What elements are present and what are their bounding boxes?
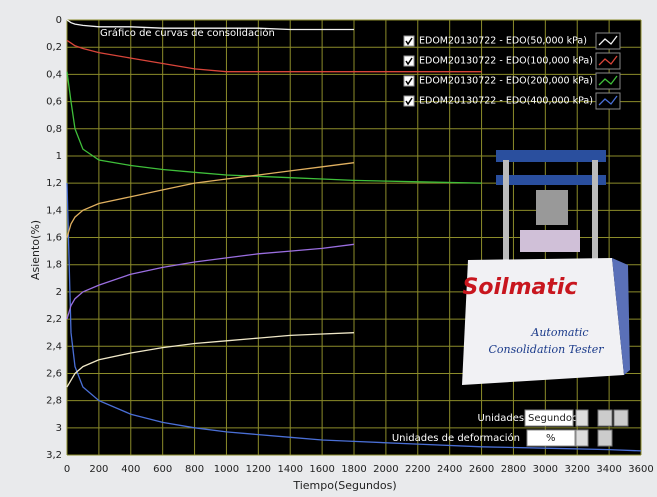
y-tick-label: 3,2 bbox=[46, 450, 62, 461]
y-tick-label: 2,6 bbox=[46, 368, 62, 379]
y-tick-label: 1,4 bbox=[46, 205, 62, 216]
x-tick-label: 3200 bbox=[564, 464, 589, 475]
chart: Gráfico de curvas de consolidación Tiemp… bbox=[0, 0, 657, 497]
legend-checkbox[interactable] bbox=[404, 96, 414, 106]
y-tick-label: 0,2 bbox=[46, 42, 62, 53]
x-tick-label: 800 bbox=[185, 464, 204, 475]
x-tick-label: 1600 bbox=[309, 464, 334, 475]
y-axis-label: Asiento(%) bbox=[29, 220, 42, 280]
y-tick-label: 1,2 bbox=[46, 178, 62, 189]
x-tick-label: 1800 bbox=[341, 464, 366, 475]
x-tick-label: 3400 bbox=[596, 464, 621, 475]
legend-label: EDOM20130722 - EDO(100,000 kPa) bbox=[419, 56, 593, 67]
y-tick-label: 1,8 bbox=[46, 260, 62, 271]
y-tick-label: 2,4 bbox=[46, 341, 62, 352]
dropdown-button[interactable] bbox=[576, 430, 588, 446]
y-tick-label: 0 bbox=[56, 15, 62, 26]
legend-label: EDOM20130722 - EDO(200,000 kPa) bbox=[419, 76, 593, 87]
page: {"chart_data":{"type":"line","title":"Gr… bbox=[0, 0, 657, 497]
x-tick-label: 600 bbox=[153, 464, 172, 475]
y-tick-label: 1,6 bbox=[46, 233, 62, 244]
brand: Soilmatic bbox=[463, 275, 578, 300]
x-tick-label: 1400 bbox=[277, 464, 302, 475]
x-axis-label: Tiempo(Segundos) bbox=[292, 479, 396, 492]
x-tick-label: 2200 bbox=[405, 464, 430, 475]
x-tick-label: 0 bbox=[64, 464, 70, 475]
legend-label: EDOM20130722 - EDO(50,000 kPa) bbox=[419, 36, 587, 47]
x-tick-label: 1000 bbox=[214, 464, 239, 475]
select-value: % bbox=[546, 433, 556, 444]
x-tick-label: 2000 bbox=[373, 464, 398, 475]
x-tick-label: 3600 bbox=[628, 464, 653, 475]
y-tick-label: 0,6 bbox=[46, 97, 62, 108]
x-tick-label: 2800 bbox=[501, 464, 526, 475]
legend-checkbox[interactable] bbox=[404, 36, 414, 46]
dropdown-button[interactable] bbox=[576, 410, 588, 426]
x-tick-label: 1200 bbox=[246, 464, 271, 475]
x-tick-label: 400 bbox=[121, 464, 140, 475]
y-tick-label: 2,2 bbox=[46, 314, 62, 325]
x-tick-label: 3000 bbox=[533, 464, 558, 475]
legend-checkbox[interactable] bbox=[404, 76, 414, 86]
x-tick-label: 200 bbox=[89, 464, 108, 475]
control-label: Unidades de deformación bbox=[392, 432, 520, 444]
y-tick-label: 1 bbox=[56, 151, 62, 162]
y-tick-label: 0,4 bbox=[46, 69, 62, 80]
y-tick-label: 3 bbox=[56, 423, 62, 434]
legend-label: EDOM20130722 - EDO(400,000 kPa) bbox=[419, 96, 593, 107]
legend-checkbox[interactable] bbox=[404, 56, 414, 66]
y-tick-label: 2,8 bbox=[46, 396, 62, 407]
chart-title: Gráfico de curvas de consolidación bbox=[100, 27, 275, 39]
advert-line: Consolidation Tester bbox=[489, 343, 605, 356]
x-tick-label: 2600 bbox=[469, 464, 494, 475]
x-tick-label: 2400 bbox=[437, 464, 462, 475]
y-tick-label: 2 bbox=[56, 287, 62, 298]
pan-button[interactable] bbox=[614, 410, 628, 426]
advert-line: Automatic bbox=[530, 326, 588, 339]
select-value: Segundo bbox=[528, 413, 572, 424]
y-tick-label: 0,8 bbox=[46, 124, 62, 135]
hand-button[interactable] bbox=[598, 430, 612, 446]
zoom-button[interactable] bbox=[598, 410, 612, 426]
